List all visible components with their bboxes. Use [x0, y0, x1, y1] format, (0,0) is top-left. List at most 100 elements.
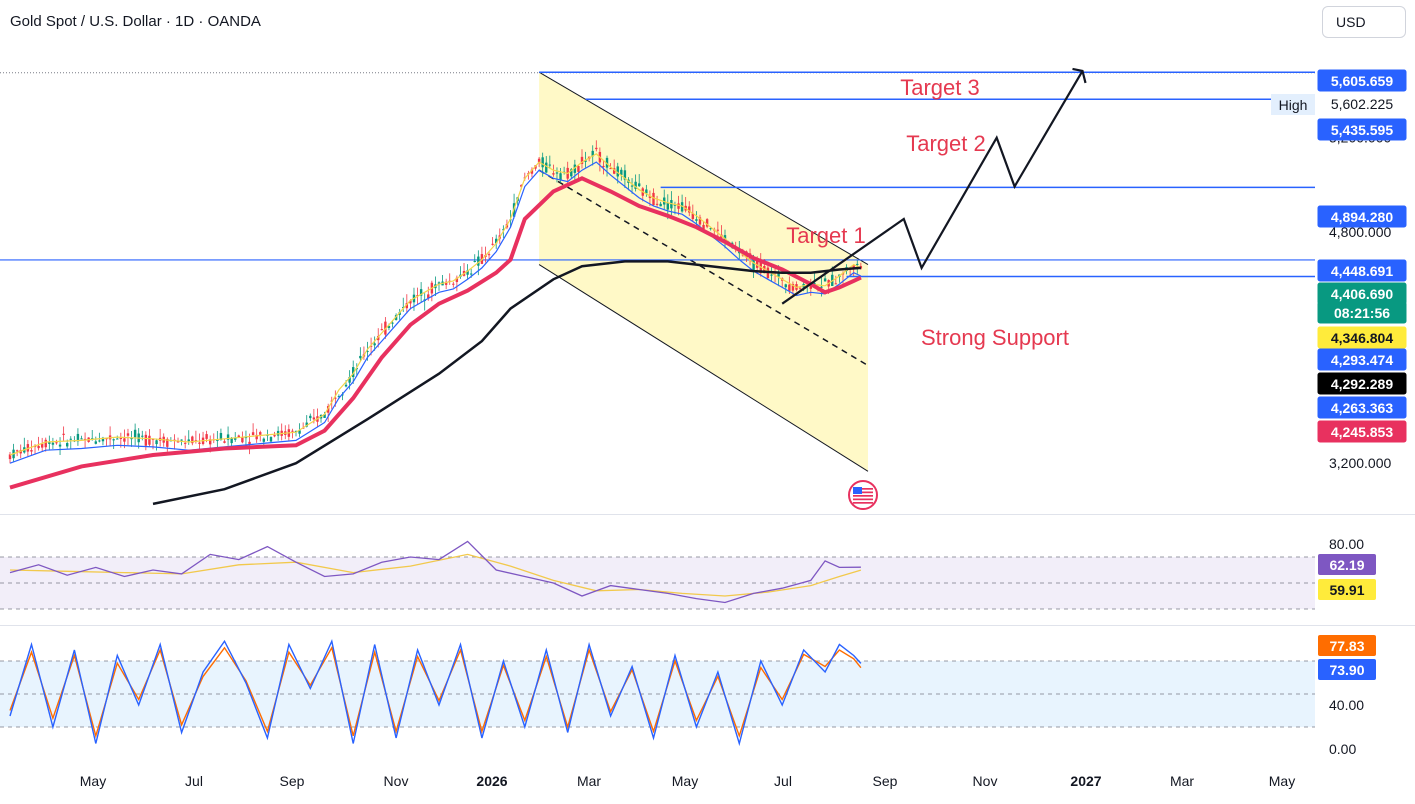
candle-body — [119, 438, 123, 440]
candle-body — [856, 263, 859, 265]
candle-body — [91, 438, 94, 440]
candle-body — [595, 147, 598, 150]
candle-body — [183, 442, 187, 444]
candle-body — [334, 397, 337, 399]
stoch-value-text: 77.83 — [1329, 638, 1364, 654]
candle-body — [691, 213, 695, 219]
candle-body — [580, 156, 584, 164]
time-axis-tick: 2026 — [476, 773, 507, 789]
price-label-text: 4,263.363 — [1331, 400, 1393, 416]
candle-body — [216, 439, 219, 442]
candle-body — [40, 443, 44, 448]
candle-body — [716, 229, 720, 231]
ema-red-line — [9, 176, 862, 490]
candle-body — [105, 438, 108, 440]
candle-body — [48, 442, 51, 444]
candle-body — [577, 166, 580, 172]
candle-body — [552, 173, 555, 175]
candle-body — [605, 157, 609, 168]
candle-body — [788, 284, 791, 291]
support-label: Strong Support — [921, 325, 1069, 350]
price-label-bg — [1317, 69, 1407, 92]
time-axis-tick: Jul — [774, 773, 792, 789]
price-label-bg — [1317, 301, 1407, 324]
price-label-bg — [1317, 118, 1407, 141]
price-label-badge: 4,245.853 — [1317, 420, 1407, 443]
candle-body — [695, 219, 698, 221]
price-label-bg — [1317, 348, 1407, 371]
candle-body — [348, 377, 351, 383]
time-axis-tick: May — [672, 773, 698, 789]
candle-body — [373, 343, 376, 346]
candle-body — [419, 289, 423, 296]
candle-body — [616, 166, 619, 177]
price-label-text: 5,435.595 — [1331, 122, 1393, 138]
candle-body — [305, 422, 308, 427]
candle-body — [537, 158, 541, 163]
stoch-axis-tick: 40.00 — [1329, 697, 1364, 713]
rsi-purple-line — [9, 540, 861, 604]
candle-body — [688, 206, 691, 213]
stoch-value-badge — [1318, 635, 1376, 656]
candle-body — [180, 439, 183, 441]
candle-body — [677, 203, 680, 209]
ma-200-black-line — [152, 260, 861, 506]
price-label-bg — [1317, 396, 1407, 419]
candle-body — [230, 438, 233, 444]
price-label-bg — [1317, 205, 1407, 228]
candle-body — [259, 432, 262, 435]
high-tag-label: High — [1279, 97, 1308, 113]
flag-stripe — [853, 495, 873, 497]
time-axis-tick: Nov — [384, 773, 409, 789]
price-label-bg — [1317, 420, 1407, 443]
price-label-bg — [1317, 326, 1407, 349]
candle-body — [101, 437, 105, 442]
price-label-text: 4,292.289 — [1331, 376, 1393, 392]
candle-body — [37, 445, 40, 449]
price-label-text: 4,346.804 — [1331, 330, 1393, 346]
candle-body — [702, 224, 705, 229]
candle-body — [752, 258, 755, 271]
candle-body — [655, 203, 659, 205]
time-axis-tick: May — [1269, 773, 1295, 789]
candle-body — [705, 219, 709, 227]
stoch-axis-tick: 0.00 — [1329, 741, 1356, 757]
candle-body — [820, 286, 823, 288]
price-label-badge: 5,435.595 — [1317, 118, 1407, 141]
high-tag-bg — [1271, 94, 1315, 115]
currency-button[interactable]: USD — [1322, 6, 1406, 38]
candle-body — [141, 435, 144, 437]
time-axis-tick: 2027 — [1070, 773, 1101, 789]
candle-body — [630, 185, 634, 187]
price-label-badge: 4,292.289 — [1317, 372, 1407, 395]
candle-body — [191, 436, 194, 444]
candle-body — [66, 443, 69, 447]
price-axis-tick-partial: 4,800.000 — [1329, 224, 1391, 240]
candle-body — [15, 450, 19, 452]
candle-body — [545, 162, 548, 173]
time-axis-tick: Mar — [577, 773, 601, 789]
candle-body — [502, 229, 505, 231]
candle-body — [612, 168, 616, 174]
candle-body — [130, 437, 133, 440]
symbol-title: Gold Spot / U.S. Dollar · 1D · OANDA — [10, 13, 261, 30]
projection-arrowhead — [1072, 67, 1087, 84]
stoch-value-badge — [1318, 659, 1376, 680]
candle-body — [369, 345, 373, 347]
candle-body — [176, 441, 180, 443]
price-label-badge: 4,406.690 — [1317, 282, 1407, 305]
candle-body — [495, 238, 498, 244]
price-label-text: 08:21:56 — [1334, 305, 1390, 321]
candle-body — [673, 204, 677, 206]
candle-body — [44, 439, 47, 448]
price-label-badge: 4,448.691 — [1317, 259, 1407, 282]
candle-body — [237, 435, 240, 438]
projection-path — [781, 70, 1084, 305]
time-axis-tick: Sep — [280, 773, 305, 789]
candle-body — [638, 183, 641, 187]
time-axis-tick: Sep — [873, 773, 898, 789]
candle-body — [234, 437, 237, 440]
candle-body — [144, 434, 148, 446]
